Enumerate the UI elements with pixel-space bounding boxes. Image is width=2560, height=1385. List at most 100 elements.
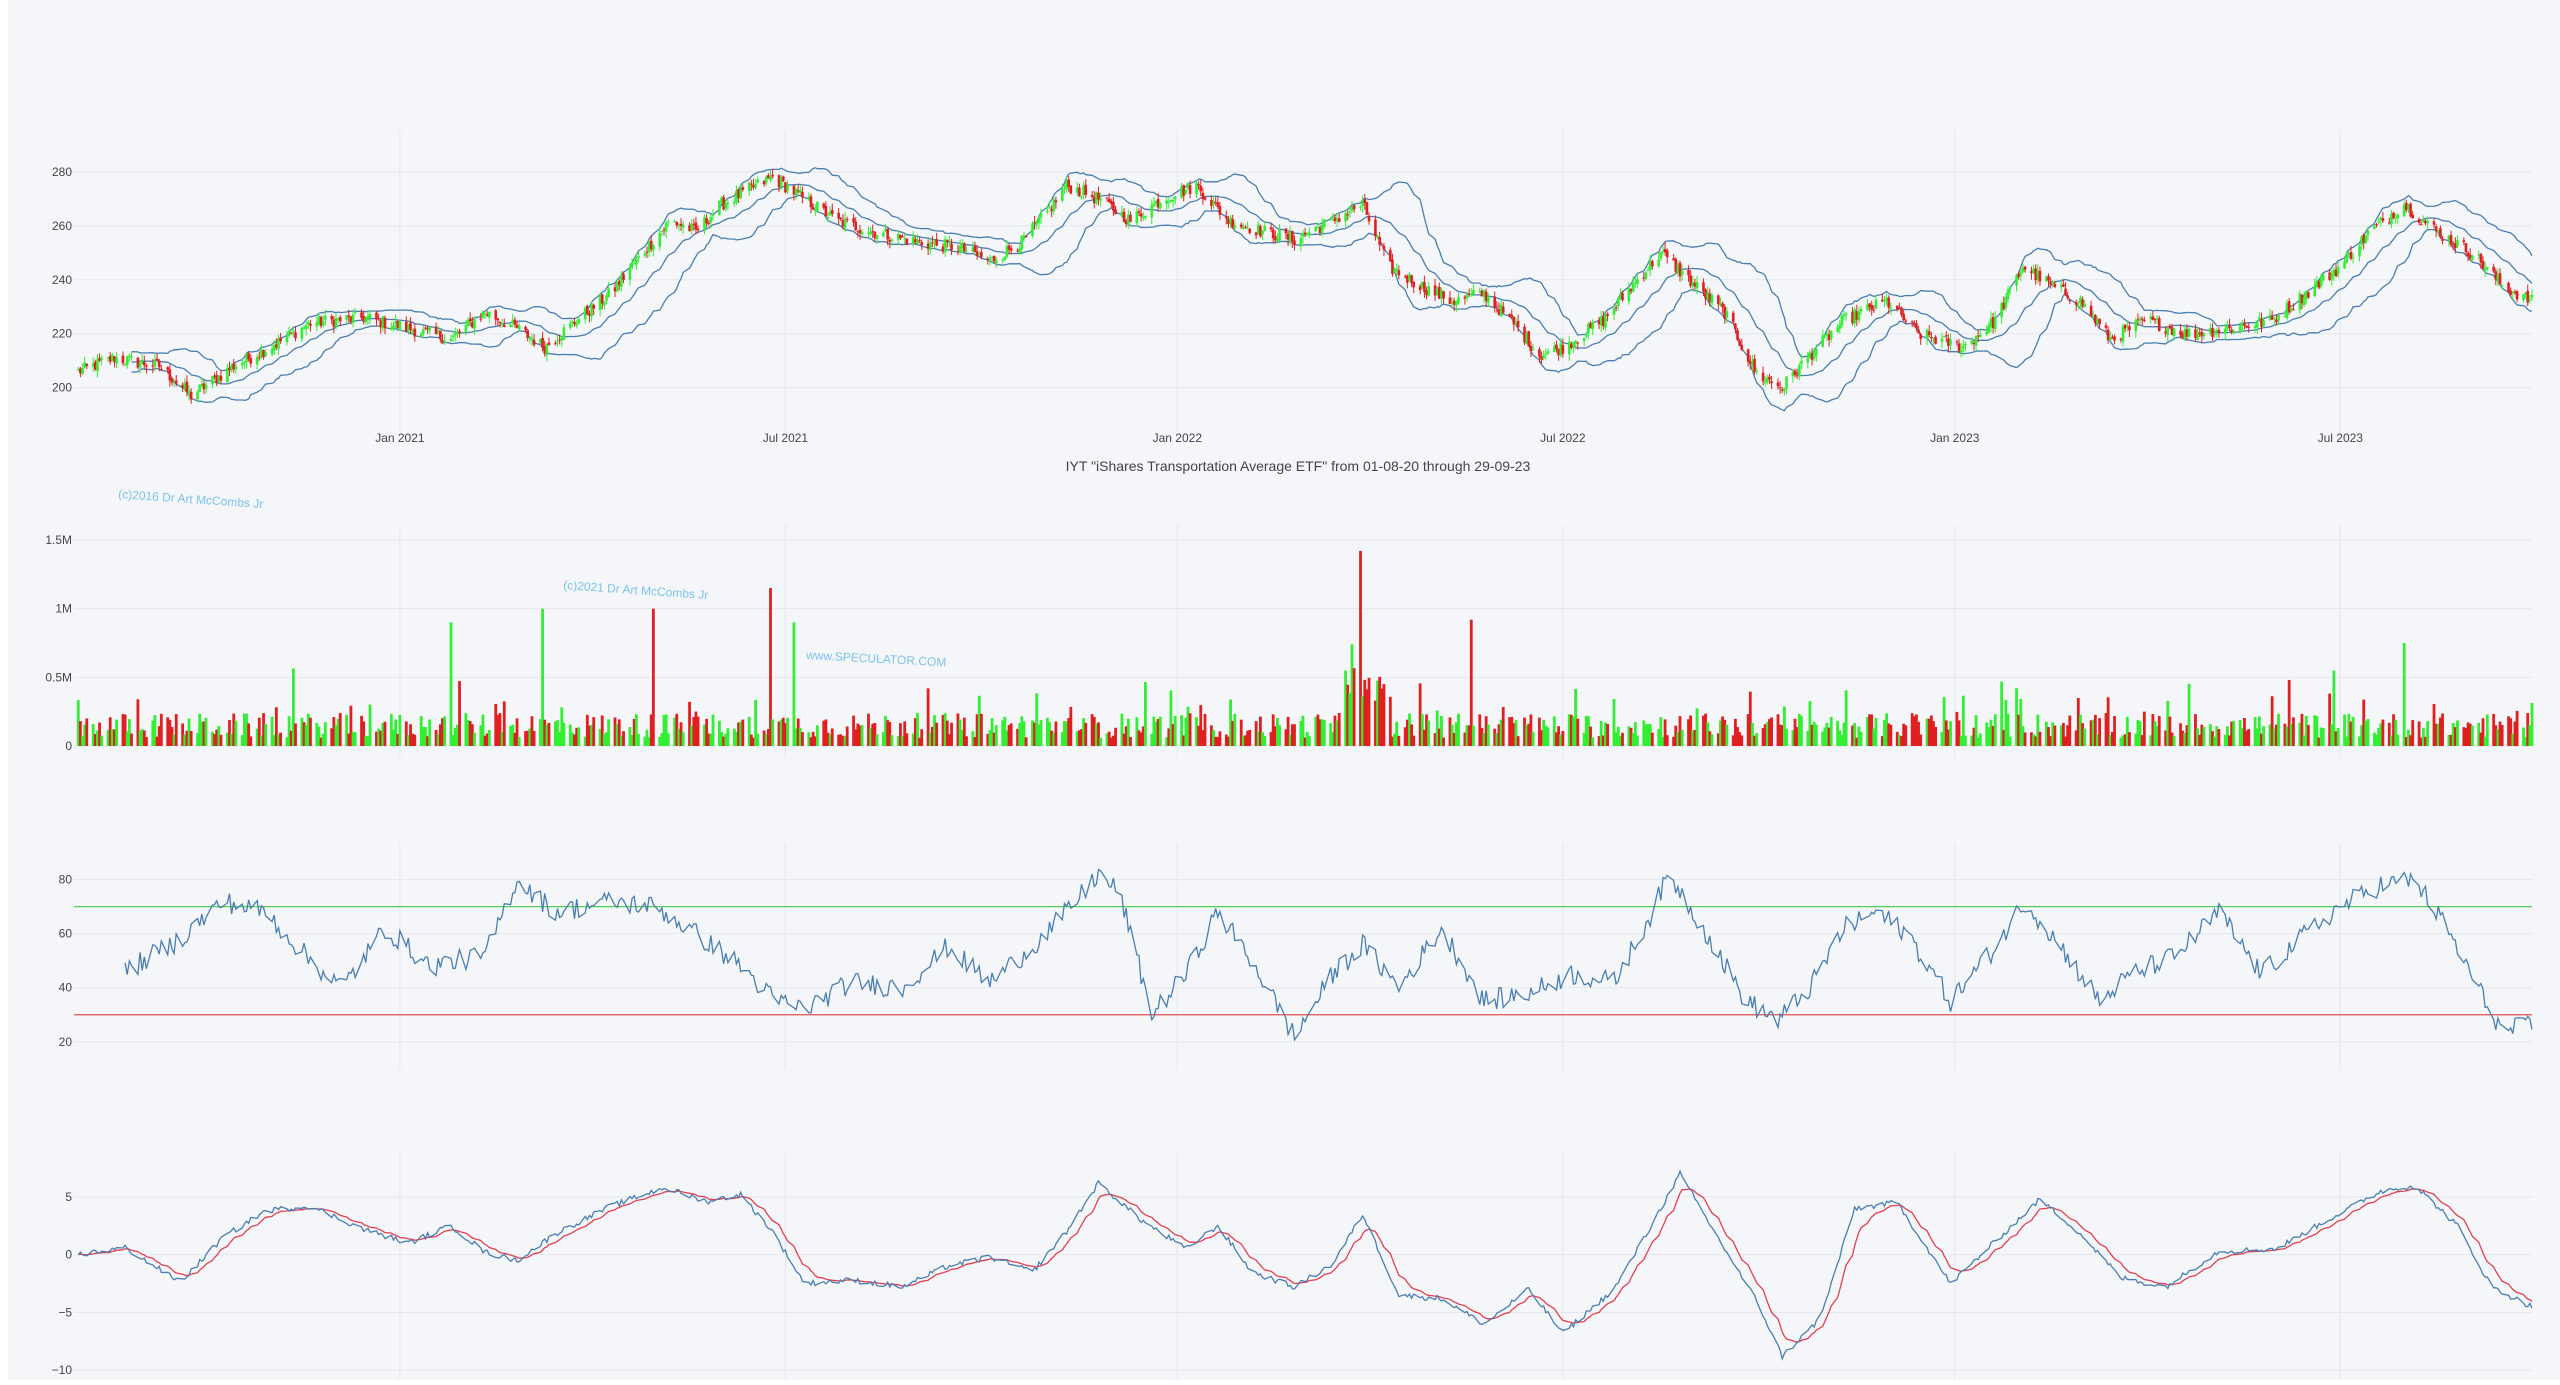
- volume-bar: [136, 699, 140, 746]
- candle: [1591, 319, 1594, 336]
- candle: [1808, 349, 1812, 360]
- volume-bar: [1156, 719, 1160, 746]
- y-tick-label: −10: [52, 1363, 73, 1377]
- volume-bar: [2238, 719, 2242, 746]
- volume-bar: [138, 730, 142, 746]
- volume-bar: [304, 724, 308, 746]
- volume-bar: [1463, 732, 1467, 746]
- volume-bar: [1495, 733, 1499, 746]
- candle: [971, 241, 975, 253]
- volume-bar: [1836, 720, 1840, 746]
- volume-bar: [2019, 698, 2023, 746]
- volume-bar: [1555, 732, 1558, 746]
- volume-bar: [781, 717, 785, 746]
- candle: [1158, 201, 1162, 210]
- volume-bar: [1090, 714, 1094, 746]
- volume-bar: [634, 714, 638, 746]
- volume-bar: [643, 736, 647, 746]
- candle: [726, 199, 730, 211]
- volume-bar: [824, 719, 828, 746]
- volume-bar: [575, 727, 579, 746]
- volume-bar: [2230, 721, 2234, 746]
- candle: [1365, 201, 1369, 215]
- candle: [735, 185, 738, 206]
- candle: [1487, 293, 1490, 308]
- volume-bar: [1604, 722, 1607, 746]
- candle: [2449, 230, 2453, 248]
- candle: [289, 331, 293, 335]
- bollinger-middle-band: [131, 183, 2533, 385]
- candle: [956, 244, 960, 256]
- volume-bar: [1904, 725, 1908, 746]
- candle: [620, 270, 623, 292]
- candle: [1793, 368, 1797, 378]
- candle: [260, 344, 263, 360]
- candle: [524, 325, 527, 333]
- candle: [1412, 281, 1416, 294]
- candle: [1710, 292, 1714, 308]
- candle: [1780, 386, 1784, 394]
- candle: [2123, 324, 2127, 333]
- volume-bar: [2306, 724, 2310, 746]
- volume-bar: [2387, 722, 2391, 746]
- candle: [920, 239, 924, 250]
- candle: [899, 234, 902, 240]
- candle: [556, 334, 559, 347]
- volume-bar: [1706, 722, 1710, 746]
- candle: [324, 309, 327, 326]
- volume-bar: [2245, 730, 2248, 746]
- volume-bar: [2015, 688, 2018, 746]
- volume-bar: [174, 714, 178, 746]
- candle: [2243, 318, 2246, 330]
- candle: [456, 328, 459, 338]
- volume-bar: [2396, 734, 2400, 746]
- volume-bar: [1288, 734, 1292, 746]
- candle: [1214, 197, 1217, 206]
- candle: [383, 315, 387, 335]
- candle: [2255, 321, 2259, 334]
- candle: [1463, 295, 1467, 305]
- candle: [185, 375, 189, 397]
- volume-bar: [826, 732, 830, 746]
- volume-bar: [2343, 714, 2346, 746]
- volume-bar: [1016, 728, 1019, 746]
- candle: [213, 372, 216, 380]
- volume-bar: [741, 719, 745, 746]
- candle: [1452, 297, 1456, 312]
- candle: [1855, 304, 1859, 326]
- candle: [1872, 304, 1876, 313]
- volume-bar: [2372, 732, 2376, 746]
- candle: [2200, 328, 2204, 343]
- volume-bar: [749, 734, 753, 746]
- volume-bar: [801, 732, 804, 746]
- candle: [752, 178, 755, 190]
- y-tick-label: 0: [65, 739, 72, 753]
- volume-bar: [1527, 723, 1531, 746]
- volume-bar: [1216, 736, 1220, 746]
- volume-bar: [1810, 724, 1814, 746]
- volume-bar: [1972, 727, 1976, 746]
- volume-bar: [1227, 736, 1230, 746]
- candle: [96, 353, 99, 378]
- volume-bar: [696, 716, 700, 746]
- volume-bar: [2179, 723, 2182, 746]
- candle: [1746, 348, 1750, 367]
- volume-bar: [2375, 734, 2378, 746]
- volume-bar: [2304, 715, 2308, 746]
- volume-bar: [353, 732, 357, 746]
- candle: [2283, 310, 2287, 318]
- volume-bar: [524, 731, 527, 746]
- candle: [875, 234, 879, 245]
- candle: [1795, 368, 1799, 380]
- volume-bar: [2494, 725, 2498, 746]
- volume-bar: [703, 724, 706, 746]
- volume-bar: [562, 722, 566, 746]
- volume-bar: [622, 731, 625, 746]
- volume-bar: [1853, 722, 1857, 746]
- volume-bar: [2377, 727, 2381, 746]
- volume-bar: [1231, 720, 1235, 746]
- candle: [801, 186, 804, 204]
- volume-bar: [1525, 724, 1529, 746]
- volume-bar: [1246, 730, 1250, 746]
- candle: [1800, 354, 1803, 370]
